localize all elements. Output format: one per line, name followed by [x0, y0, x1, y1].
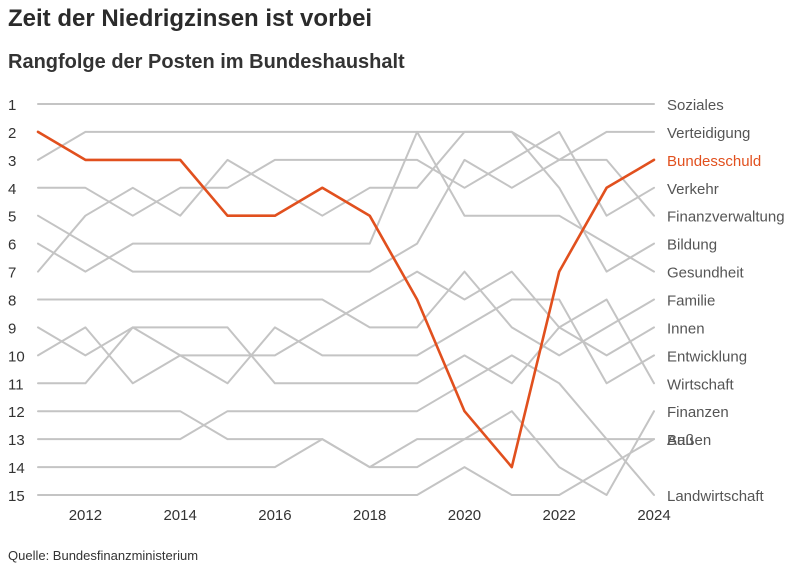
x-tick-label: 2022	[543, 507, 576, 524]
x-axis-tick-labels: 2012 2014 2016 2018 2020 2022 2024	[69, 507, 671, 524]
series-label: Wirtschaft	[667, 376, 735, 393]
x-tick-label: 2016	[258, 507, 291, 524]
series-line-verkehr	[37, 130, 655, 217]
series-label: Landwirtschaft	[667, 488, 765, 505]
y-tick-label: 8	[8, 293, 16, 310]
series-line-verteidigung	[37, 130, 655, 161]
series-line-gesundheit	[37, 130, 655, 273]
source-note: Quelle: Bundesfinanzministerium	[8, 548, 199, 563]
y-tick-label: 11	[8, 376, 24, 393]
y-tick-label: 6	[8, 237, 16, 254]
series-label: Bildung	[667, 237, 717, 254]
series-line-entwicklung	[37, 298, 655, 385]
series-label: Verteidigung	[667, 125, 750, 142]
series-line-innen	[37, 326, 655, 385]
series-labels: Soziales Verteidigung Bundesschuld Verkehr F…	[667, 97, 785, 505]
y-tick-label: 4	[8, 181, 16, 198]
y-tick-label: 1	[8, 97, 16, 114]
series-label: Bau	[667, 432, 694, 449]
x-tick-label: 2020	[448, 507, 481, 524]
series-line-außen	[37, 438, 655, 496]
y-tick-label: 14	[8, 460, 25, 477]
series-label: Innen	[667, 320, 705, 337]
chart-subtitle: Rangfolge der Posten im Bundeshaushalt	[8, 51, 405, 73]
series-label: Soziales	[667, 97, 724, 114]
series-label: Außen	[667, 432, 711, 449]
y-tick-label: 13	[8, 432, 25, 449]
series-line-bau	[37, 354, 655, 441]
y-tick-label: 12	[8, 404, 25, 421]
series-label: Familie	[667, 293, 715, 310]
series-label: Bundesschuld	[667, 153, 761, 170]
y-tick-label: 15	[8, 488, 25, 505]
series-label: Gesundheit	[667, 265, 745, 282]
y-tick-label: 10	[8, 348, 25, 365]
series-line-bundesschuld	[36, 130, 656, 469]
y-tick-label: 9	[8, 320, 16, 337]
series-label: Finanzen	[667, 404, 729, 421]
chart-title: Zeit der Niedrigzinsen ist vorbei	[8, 5, 373, 32]
y-tick-label: 5	[8, 209, 16, 226]
series-label: Verkehr	[667, 181, 719, 198]
series-lines	[36, 103, 656, 496]
series-line-wirtschaft	[37, 270, 655, 385]
x-tick-label: 2012	[69, 507, 102, 524]
y-tick-label: 7	[8, 265, 16, 282]
x-tick-label: 2018	[353, 507, 386, 524]
y-tick-label: 2	[8, 125, 16, 142]
series-line-landwirtschaft	[37, 438, 655, 496]
x-tick-label: 2014	[163, 507, 196, 524]
x-tick-label: 2024	[637, 507, 670, 524]
series-label: Entwicklung	[667, 348, 747, 365]
series-line-finanzverwaltung	[37, 158, 655, 273]
series-label: Finanzverwaltung	[667, 209, 785, 226]
y-tick-label: 3	[8, 153, 16, 170]
